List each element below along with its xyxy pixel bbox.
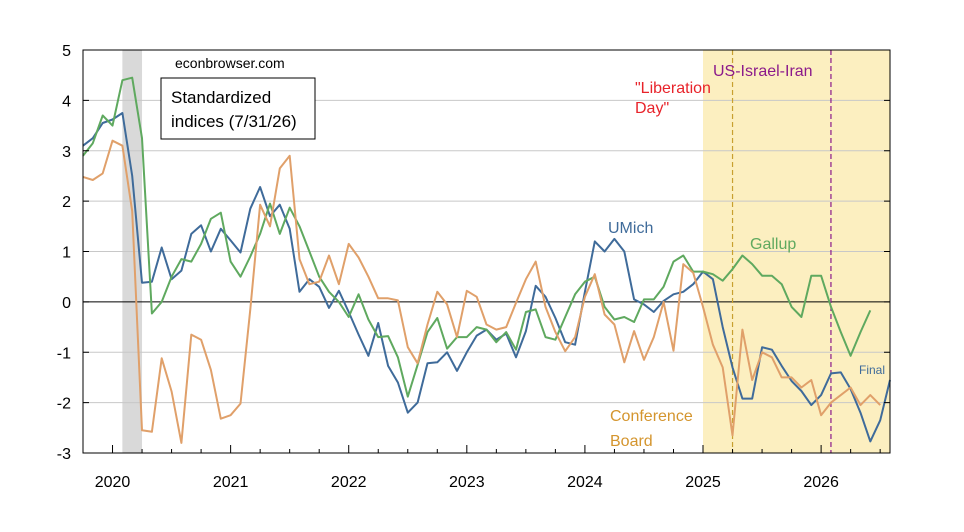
info-box [160, 77, 316, 140]
watermark: econbrowser.com [175, 55, 285, 71]
x-tick-label: 2025 [685, 474, 721, 491]
y-tick-label: 2 [62, 194, 71, 211]
x-tick-label: 2026 [803, 474, 839, 491]
event-label-line: "Liberation [635, 80, 711, 97]
event-label-liberation-day: "Liberation Day" [635, 80, 711, 117]
event-label-line: Day" [635, 100, 669, 117]
event-layer [731, 50, 832, 453]
y-tick-label: 3 [62, 144, 71, 161]
x-tick-label: 2022 [331, 474, 367, 491]
label-final: Final [859, 363, 885, 377]
series-line-gallup [82, 76, 872, 398]
series-label-line: Board [610, 433, 653, 450]
info-box-line: indices (7/31/26) [171, 112, 297, 131]
info-box-line: Standardized [171, 88, 271, 107]
x-tick-label: 2023 [449, 474, 485, 491]
y-tick-label: -2 [57, 396, 71, 413]
y-tick-label: 1 [62, 245, 71, 262]
series-label-conference-board: Conference Board [610, 408, 693, 450]
info-box-text: Standardized indices (7/31/26) [171, 88, 297, 131]
series-layer [82, 76, 891, 444]
tick-layer: -3 -2 -1 0 1 2 3 4 5 2020 2021 2022 2023 2024 2025 2026 [57, 43, 890, 491]
y-tick-label: -1 [57, 345, 71, 362]
series-label-umich: UMich [608, 220, 653, 237]
x-tick-label: 2024 [567, 474, 603, 491]
label-layer: "Liberation Day" US-Israel-Iran econbrowser… [160, 55, 885, 450]
x-tick-label: 2021 [213, 474, 249, 491]
series-line-conference-board [82, 139, 881, 444]
event-label-us-israel-iran: US-Israel-Iran [713, 63, 813, 80]
series-label-line: Conference [610, 408, 693, 425]
y-tick-label: 5 [62, 43, 71, 60]
y-tick-label: 0 [62, 295, 71, 312]
y-tick-label: 4 [62, 93, 71, 110]
series-label-gallup: Gallup [750, 236, 796, 253]
y-tick-label: -3 [57, 446, 71, 463]
x-tick-label: 2020 [95, 474, 131, 491]
